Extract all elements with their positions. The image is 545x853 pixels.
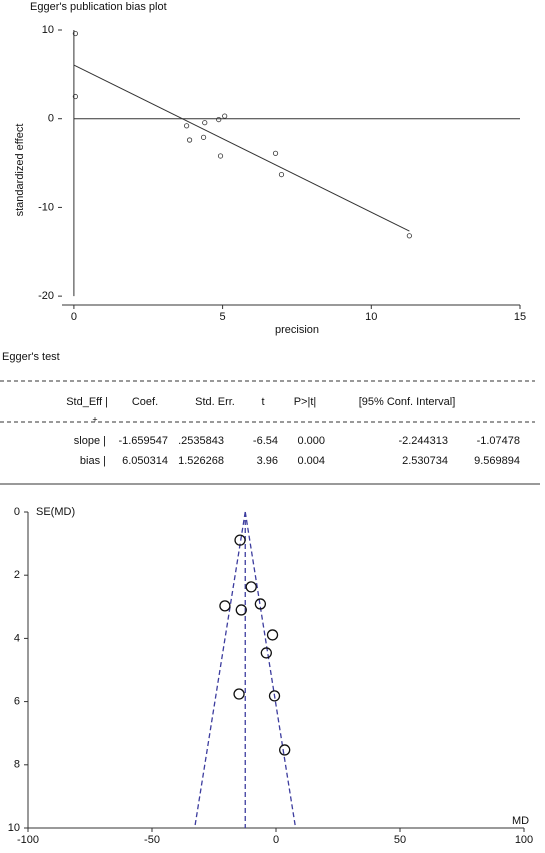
y-tick-label: 10 bbox=[42, 24, 54, 36]
table-header: Std. Err. bbox=[195, 396, 235, 408]
y-tick-label: 6 bbox=[14, 696, 20, 708]
table-cell: 9.569894 bbox=[474, 455, 520, 467]
table-cell: 1.526268 bbox=[178, 455, 224, 467]
point bbox=[222, 113, 228, 119]
x-tick-label: 0 bbox=[273, 834, 279, 846]
y-tick-label: 0 bbox=[14, 506, 20, 518]
x-tick-label: 100 bbox=[515, 834, 533, 846]
fit-line bbox=[244, 511, 297, 829]
y-tick-label: 0 bbox=[48, 113, 54, 125]
fit-line bbox=[73, 64, 410, 232]
point bbox=[406, 233, 412, 239]
table-cell: 0.004 bbox=[297, 455, 325, 467]
table-cell: -1.07478 bbox=[477, 435, 520, 447]
table-header: Coef. bbox=[132, 396, 158, 408]
table-divider: + bbox=[92, 414, 97, 424]
table-cell: 3.96 bbox=[257, 455, 278, 467]
point bbox=[72, 93, 78, 100]
table-header: [95% Conf. Interval] bbox=[359, 396, 456, 408]
y-tick-label: 2 bbox=[14, 569, 20, 581]
x-axis-label: precision bbox=[275, 324, 319, 336]
table-cell: -2.244313 bbox=[398, 435, 448, 447]
y-axis-label: SE(MD) bbox=[36, 506, 75, 518]
point bbox=[217, 153, 224, 159]
table-cell: bias | bbox=[80, 455, 106, 467]
point bbox=[184, 123, 190, 129]
point bbox=[233, 688, 245, 700]
x-tick-label: -100 bbox=[17, 834, 39, 846]
fit-line bbox=[194, 511, 246, 829]
point bbox=[200, 134, 207, 140]
y-tick-label: -10 bbox=[38, 201, 54, 213]
point bbox=[202, 120, 208, 126]
table-cell: 6.050314 bbox=[122, 455, 168, 467]
point bbox=[216, 116, 222, 123]
table-header: Std_Eff | bbox=[66, 396, 108, 408]
table-cell: slope | bbox=[74, 435, 106, 447]
table-cell: 0.000 bbox=[297, 435, 325, 447]
point bbox=[234, 534, 246, 546]
table-cell: -1.659547 bbox=[118, 435, 168, 447]
x-tick-label: 10 bbox=[365, 311, 377, 323]
y-tick-label: 8 bbox=[14, 759, 20, 771]
table-header: t bbox=[261, 396, 264, 408]
point bbox=[278, 171, 285, 178]
point bbox=[279, 744, 291, 756]
table-cell: 2.530734 bbox=[402, 455, 448, 467]
point bbox=[72, 30, 78, 37]
point bbox=[186, 137, 193, 143]
point bbox=[266, 629, 279, 641]
x-tick-label: 50 bbox=[394, 834, 406, 846]
y-tick-label: 4 bbox=[14, 632, 20, 644]
y-axis-label: standardized effect bbox=[14, 124, 26, 217]
point bbox=[268, 690, 281, 702]
x-axis-label: MD bbox=[512, 815, 529, 827]
table-title: Egger's test bbox=[2, 351, 60, 363]
point bbox=[235, 604, 247, 616]
table-cell: -6.54 bbox=[253, 435, 278, 447]
x-tick-label: 15 bbox=[514, 311, 526, 323]
point bbox=[254, 598, 267, 610]
y-tick-label: 10 bbox=[8, 822, 20, 834]
y-tick-label: -20 bbox=[38, 290, 54, 302]
chart-title: Egger's publication bias plot bbox=[30, 1, 167, 13]
point bbox=[219, 600, 231, 612]
table-cell: .2535843 bbox=[178, 435, 224, 447]
point bbox=[260, 647, 272, 659]
point bbox=[272, 150, 279, 156]
x-tick-label: -50 bbox=[144, 834, 160, 846]
x-tick-label: 0 bbox=[71, 311, 77, 323]
table-header: P>|t| bbox=[294, 396, 317, 408]
x-tick-label: 5 bbox=[220, 311, 226, 323]
point bbox=[245, 581, 257, 593]
